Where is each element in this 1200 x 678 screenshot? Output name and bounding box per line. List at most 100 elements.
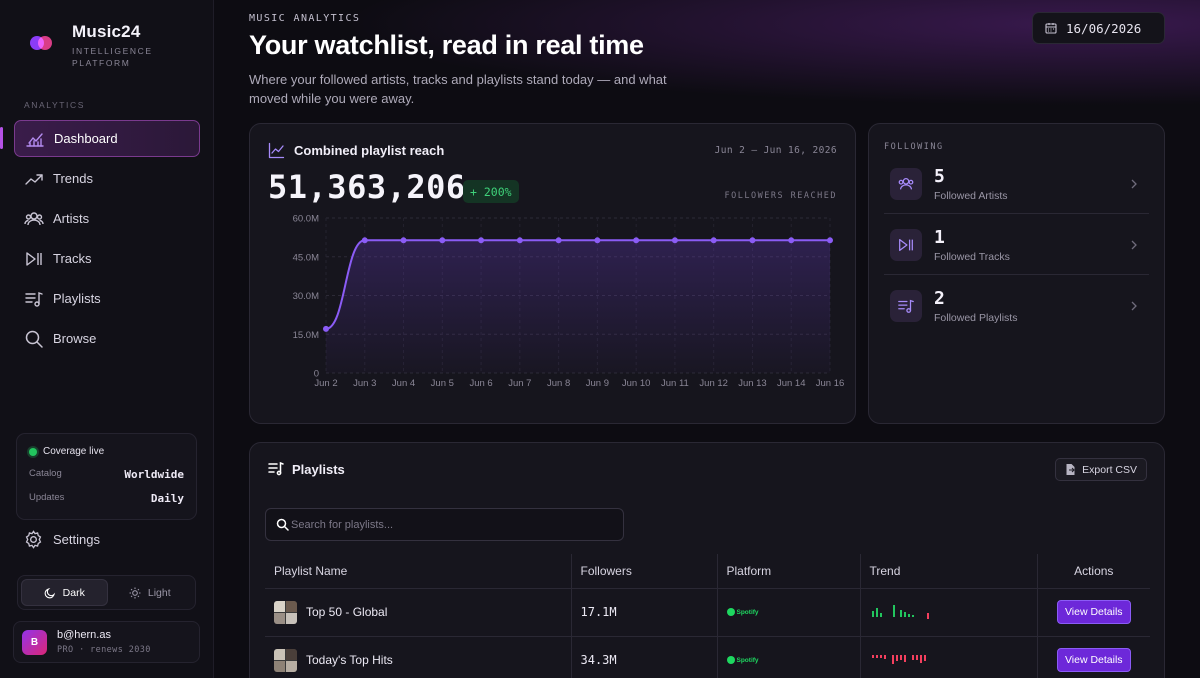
platform-name: Spotify <box>736 656 759 664</box>
user-email: b@hern.as <box>57 629 111 641</box>
playlist-followers: 34.3M <box>570 636 717 678</box>
sidebar-item-label: Trends <box>53 171 93 186</box>
playlist-name[interactable]: Top 50 - Global <box>306 605 388 619</box>
date-picker[interactable]: 16/06/2026 <box>1032 12 1165 44</box>
brand-name: Music24 <box>72 22 141 41</box>
followed-playlists-label: Followed Playlists <box>934 312 1018 324</box>
data-point <box>516 237 523 244</box>
y-tick-label: 0 <box>314 369 319 380</box>
sidebar-nav: Dashboard Trends Artists Tracks Playlist… <box>14 120 200 360</box>
y-tick-label: 45.0M <box>293 252 319 263</box>
data-point <box>555 237 562 244</box>
data-point <box>633 237 640 244</box>
reach-total: 51,363,206 <box>268 168 466 206</box>
following-card: FOLLOWING 5 Followed Artists 1 Followed … <box>868 123 1165 424</box>
spotify-logo: Spotify <box>726 608 860 616</box>
sidebar-item-trends[interactable]: Trends <box>14 160 200 197</box>
table-row: Top 50 - Global 17.1M Spotify <box>265 588 1150 637</box>
reach-sub-label: FOLLOWERS REACHED <box>724 191 837 201</box>
followed-tracks-count: 1 <box>934 226 945 248</box>
col-followers[interactable]: Followers <box>570 554 717 589</box>
reach-date-range: Jun 2 – Jun 16, 2026 <box>714 145 837 156</box>
sidebar-item-label: Artists <box>53 211 90 226</box>
sidebar: Music24 INTELLIGENCE PLATFORM ANALYTICS … <box>0 0 214 678</box>
calendar-icon <box>1045 23 1057 34</box>
data-point <box>361 237 368 244</box>
view-details-button[interactable]: View Details <box>1056 648 1131 672</box>
theme-dark-button[interactable]: Dark <box>21 579 108 606</box>
catalog-label: Catalog <box>29 468 62 479</box>
reach-title: Combined playlist reach <box>294 143 445 158</box>
playlist-cover <box>274 600 297 624</box>
playlists-title: Playlists <box>292 461 345 477</box>
y-tick-label: 15.0M <box>293 330 319 341</box>
search-icon <box>276 518 289 531</box>
x-tick-label: Jun 6 <box>469 378 492 389</box>
series-area <box>326 240 830 373</box>
updates-label: Updates <box>29 492 65 503</box>
x-tick-label: Jun 3 <box>353 378 376 389</box>
export-csv-button[interactable]: Export CSV <box>1055 458 1147 481</box>
sidebar-item-tracks[interactable]: Tracks <box>14 240 200 277</box>
x-tick-label: Jun 13 <box>738 378 767 389</box>
live-status-dot <box>29 447 37 456</box>
data-point <box>710 237 717 244</box>
trend-sparkline <box>871 654 926 664</box>
x-tick-label: Jun 7 <box>508 378 531 389</box>
data-point <box>323 325 329 332</box>
page-title: Your watchlist, read in real time <box>249 30 644 60</box>
playlist-icon <box>898 299 914 313</box>
following-label: FOLLOWING <box>884 142 944 152</box>
x-tick-label: Jun 5 <box>431 378 454 389</box>
col-playlist-name[interactable]: Playlist Name <box>265 554 571 589</box>
sidebar-item-playlists[interactable]: Playlists <box>14 280 200 317</box>
active-indicator <box>0 127 3 149</box>
followed-playlists-row[interactable]: 2 Followed Playlists <box>884 276 1149 336</box>
brand-subtitle-2: PLATFORM <box>72 58 131 68</box>
reach-card: Combined playlist reach Jun 2 – Jun 16, … <box>249 123 856 424</box>
coverage-card: Coverage live Catalog Worldwide Updates … <box>16 433 197 520</box>
y-tick-label: 30.0M <box>293 291 319 302</box>
user-card[interactable]: B b@hern.as PRO · renews 2030 <box>13 621 200 663</box>
brand-subtitle: INTELLIGENCE <box>72 46 153 56</box>
playlist-name[interactable]: Today's Top Hits <box>306 653 393 667</box>
sidebar-item-browse[interactable]: Browse <box>14 320 200 357</box>
search-icon <box>25 330 43 348</box>
change-badge: + 200% <box>463 180 519 203</box>
y-tick-label: 60.0M <box>293 214 319 225</box>
theme-dark-label: Dark <box>62 586 85 599</box>
data-point <box>788 237 795 244</box>
sidebar-item-label: Browse <box>53 331 97 346</box>
trend-line-icon <box>25 173 43 185</box>
series-line <box>325 239 830 330</box>
playlists-table: Playlist Name Followers Platform Trend A… <box>265 554 1150 678</box>
avatar: B <box>22 629 47 655</box>
x-tick-label: Jun 12 <box>699 378 728 389</box>
x-tick-label: Jun 11 <box>661 378 689 389</box>
followed-tracks-row[interactable]: 1 Followed Tracks <box>884 215 1149 275</box>
updates-value: Daily <box>150 492 184 505</box>
data-point <box>594 237 601 244</box>
settings-link[interactable]: Settings <box>24 530 100 549</box>
sidebar-item-dashboard[interactable]: Dashboard <box>14 120 200 157</box>
brand[interactable]: Music24 INTELLIGENCE PLATFORM <box>28 22 153 69</box>
col-trend: Trend <box>859 554 1037 589</box>
view-details-button[interactable]: View Details <box>1056 600 1131 624</box>
followed-artists-label: Followed Artists <box>934 189 1008 202</box>
sidebar-item-label: Playlists <box>53 291 101 306</box>
sidebar-item-artists[interactable]: Artists <box>14 200 200 237</box>
playlist-icon <box>268 461 284 476</box>
sidebar-item-label: Dashboard <box>54 131 118 146</box>
col-platform[interactable]: Platform <box>716 554 860 589</box>
search-input[interactable] <box>291 518 611 531</box>
followed-artists-row[interactable]: 5 Followed Artists <box>884 154 1149 214</box>
x-tick-label: Jun 10 <box>622 378 651 389</box>
play-pause-icon <box>899 238 913 251</box>
coverage-status: Coverage live <box>43 446 105 457</box>
date-value: 16/06/2026 <box>1066 20 1142 36</box>
reach-chart: 0 15.0M 30.0M 45.0M 60.0M Jun 2 Jun 3 Jun 4 Jun … <box>293 214 845 390</box>
page-description: Where your followed artists, tracks and … <box>249 72 667 106</box>
chart-bars-icon <box>26 132 44 147</box>
theme-light-button[interactable]: Light <box>108 579 193 606</box>
x-tick-label: Jun 2 <box>314 378 337 389</box>
